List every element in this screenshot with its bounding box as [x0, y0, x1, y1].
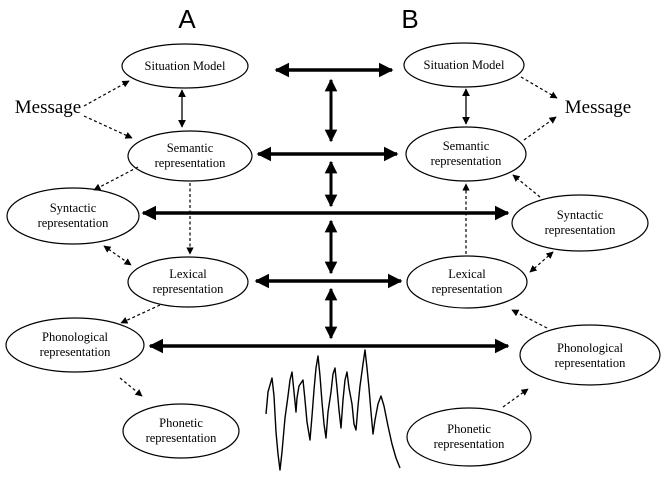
node-label: representation — [545, 223, 617, 237]
node-b-syntactic-representation: Syntactic representation — [511, 194, 649, 252]
node-label: Semantic — [167, 141, 214, 155]
node-a-lexical-representation: Lexical representation — [127, 256, 249, 308]
dotted-arrow-message-to-situation-a — [83, 80, 130, 107]
node-a-phonetic-representation: Phonetic representation — [122, 403, 240, 459]
dotted-arrow-phonetic-to-phonological-b — [502, 388, 529, 408]
message-label-a: Message — [15, 97, 81, 118]
node-b-phonological-representation: Phonological representation — [519, 324, 661, 386]
dotted-arrow-phonological-to-phonetic-a — [119, 377, 143, 397]
dotted-arrow-syntactic-to-semantic-b — [512, 174, 541, 198]
dotted-arrow-semantic-to-syntactic-a — [93, 166, 139, 191]
dotted-arrow-semantic-to-message-b — [523, 116, 557, 141]
node-label: representation — [38, 216, 110, 230]
node-label: Phonetic — [447, 422, 491, 436]
node-label: Phonological — [557, 341, 623, 355]
node-label: Syntactic — [557, 208, 604, 222]
node-label: Semantic — [443, 139, 490, 153]
node-label: representation — [153, 282, 225, 296]
node-b-semantic-representation: Semantic representation — [405, 126, 527, 182]
speech-waveform — [265, 349, 401, 471]
node-label: Situation Model — [145, 59, 226, 73]
node-b-lexical-representation: Lexical representation — [406, 255, 528, 309]
node-label: representation — [155, 156, 227, 170]
dotted-arrow-situation-to-message-b — [520, 76, 558, 99]
dotted-arrow-lexical-syntactic-b — [529, 251, 554, 273]
node-a-phonological-representation: Phonological representation — [5, 317, 145, 373]
node-a-syntactic-representation: Syntactic representation — [6, 187, 140, 245]
dotted-arrow-syntactic-lexical-a — [103, 245, 132, 266]
column-label-b: B — [401, 4, 418, 34]
node-label: Lexical — [448, 267, 486, 281]
dotted-arrow-phonological-to-lexical-b — [511, 309, 548, 329]
node-label: representation — [40, 345, 112, 359]
dotted-arrow-lexical-to-phonological-a — [120, 304, 161, 324]
node-label: Lexical — [169, 267, 207, 281]
node-b-situation-model: Situation Model — [403, 42, 525, 88]
node-label: Syntactic — [50, 201, 97, 215]
node-a-situation-model: Situation Model — [121, 43, 249, 89]
dotted-arrow-message-to-semantic-a — [83, 115, 133, 139]
column-label-a: A — [178, 4, 196, 34]
node-label: Phonetic — [159, 416, 203, 430]
message-label-b: Message — [565, 97, 631, 118]
node-label: representation — [431, 154, 503, 168]
node-label: Situation Model — [424, 58, 505, 72]
node-label: Phonological — [42, 330, 108, 344]
node-label: representation — [432, 282, 504, 296]
node-label: representation — [146, 431, 218, 445]
node-label: representation — [555, 356, 627, 370]
node-a-semantic-representation: Semantic representation — [127, 130, 253, 182]
node-b-phonetic-representation: Phonetic representation — [406, 407, 532, 467]
node-label: representation — [434, 437, 506, 451]
